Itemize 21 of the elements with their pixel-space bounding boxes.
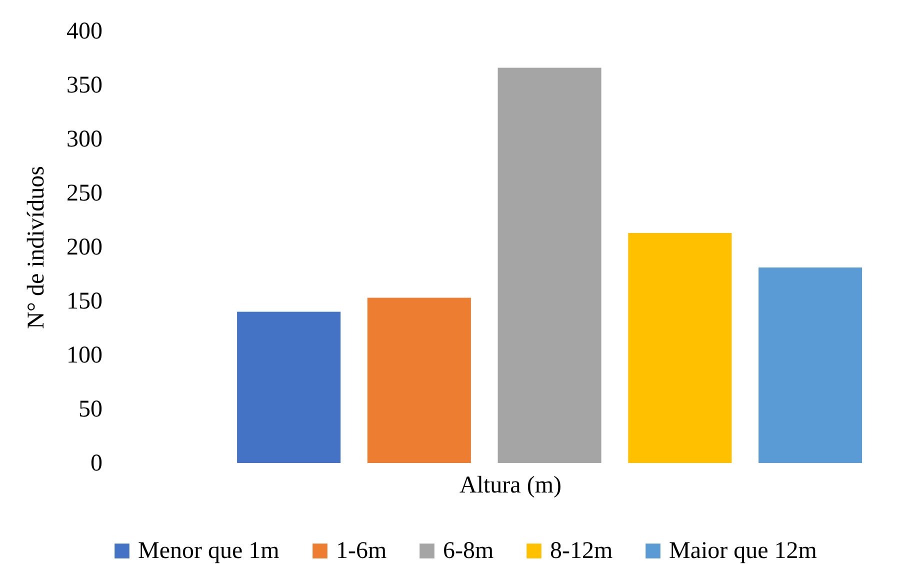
legend-label: Maior que 12m	[669, 538, 818, 564]
y-tick-label: 200	[66, 234, 102, 260]
bar	[758, 268, 862, 463]
legend-label: 8-12m	[550, 538, 613, 564]
bar	[237, 312, 341, 463]
y-tick-label: 150	[66, 288, 102, 314]
legend-label: 6-8m	[443, 538, 494, 564]
y-tick-label: 100	[66, 342, 102, 368]
bar	[367, 298, 471, 463]
y-axis-title: N° de indivíduos	[24, 166, 50, 329]
legend-label: 1-6m	[336, 538, 387, 564]
bar	[498, 68, 602, 463]
bar	[628, 232, 732, 463]
y-tick-label: 50	[78, 396, 102, 422]
y-tick-label: 0	[90, 450, 102, 476]
y-tick-label: 250	[66, 180, 102, 206]
legend-label: Menor que 1m	[138, 538, 280, 564]
x-axis-title: Altura (m)	[460, 472, 562, 498]
y-tick-label: 400	[66, 18, 102, 44]
y-tick-label: 300	[66, 126, 102, 152]
y-tick-label: 350	[66, 72, 102, 98]
